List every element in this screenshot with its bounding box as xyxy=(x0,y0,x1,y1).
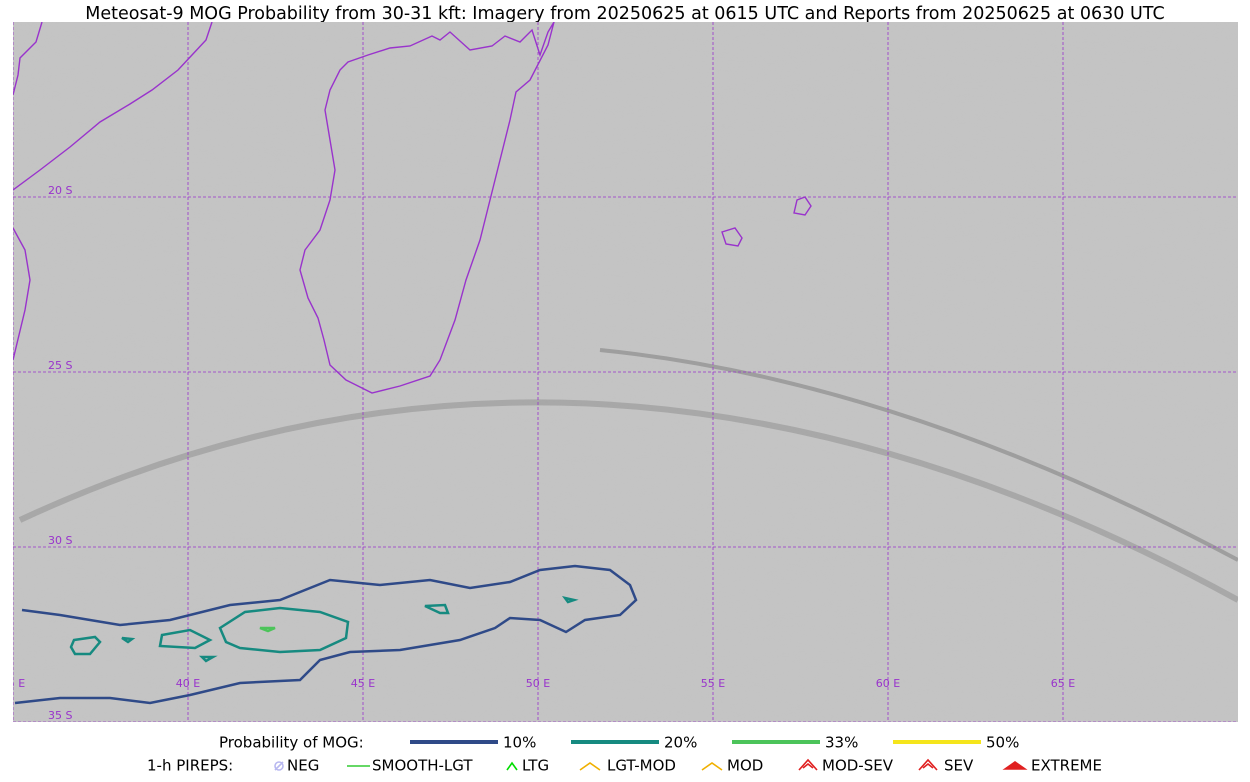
latitude-label: 25 S xyxy=(48,359,72,372)
legend-label: 20% xyxy=(664,734,697,752)
contour-20 xyxy=(69,635,102,656)
legend-label: EXTREME xyxy=(1031,757,1102,775)
pirep-icon xyxy=(1002,761,1028,770)
contours xyxy=(14,564,638,705)
longitude-label: 40 E xyxy=(176,677,200,690)
madagascar-coast xyxy=(299,22,555,394)
pirep-icon xyxy=(918,758,938,771)
coastline xyxy=(13,227,31,361)
pirep-icon xyxy=(506,761,518,771)
pirep-icon xyxy=(579,762,601,771)
cloud-band xyxy=(599,348,1238,562)
contour-33 xyxy=(259,626,276,633)
legend-label: MOD-SEV xyxy=(822,757,894,775)
map: 20 S 25 S 30 S 35 S 35 E 40 E 45 E 50 E 55 E 60 … xyxy=(1,22,1238,722)
legend-label: LGT-MOD xyxy=(607,757,676,775)
longitude-label: 55 E xyxy=(701,677,725,690)
legend-label: LTG xyxy=(522,757,549,775)
legend: Probability of MOG: 1-h PIREPS: 10% 20% 33… xyxy=(147,734,1102,775)
longitude-labels: 35 E 40 E 45 E 50 E 55 E 60 E 65 E xyxy=(1,677,1075,690)
pirep-icon xyxy=(701,762,723,771)
mauritius-coast xyxy=(721,227,743,247)
contour-20 xyxy=(424,603,450,615)
legend-title: 1-h PIREPS: xyxy=(147,757,233,775)
reunion-coast xyxy=(793,196,812,216)
contour-10 xyxy=(14,564,638,705)
legend-title: Probability of MOG: xyxy=(219,734,364,752)
latitude-label: 35 S xyxy=(48,709,72,722)
longitude-label: 65 E xyxy=(1051,677,1075,690)
latitude-label: 30 S xyxy=(48,534,72,547)
coastlines xyxy=(13,22,812,394)
contour-20 xyxy=(158,628,213,650)
legend-label: NEG xyxy=(287,757,319,775)
latitude-label: 20 S xyxy=(48,184,72,197)
legend-label: SEV xyxy=(944,757,974,775)
pirep-icon xyxy=(798,758,818,771)
legend-label: MOD xyxy=(727,757,763,775)
latitude-labels: 20 S 25 S 30 S 35 S xyxy=(48,184,72,722)
contour-20 xyxy=(121,596,579,663)
map-title: Meteosat-9 MOG Probability from 30-31 kf… xyxy=(85,4,1164,24)
cloud-band xyxy=(18,399,1238,603)
coastline xyxy=(13,22,43,96)
legend-label: 33% xyxy=(825,734,858,752)
longitude-label: 45 E xyxy=(351,677,375,690)
longitude-label: 60 E xyxy=(876,677,900,690)
legend-label: 50% xyxy=(986,734,1019,752)
legend-label: 10% xyxy=(503,734,536,752)
legend-label: SMOOTH-LGT xyxy=(372,757,473,775)
pirep-icon xyxy=(274,761,284,771)
longitude-label: 35 E xyxy=(1,677,25,690)
coastline xyxy=(13,22,213,191)
longitude-label: 50 E xyxy=(526,677,550,690)
graticule xyxy=(13,22,1238,722)
contour-20 xyxy=(218,606,350,654)
